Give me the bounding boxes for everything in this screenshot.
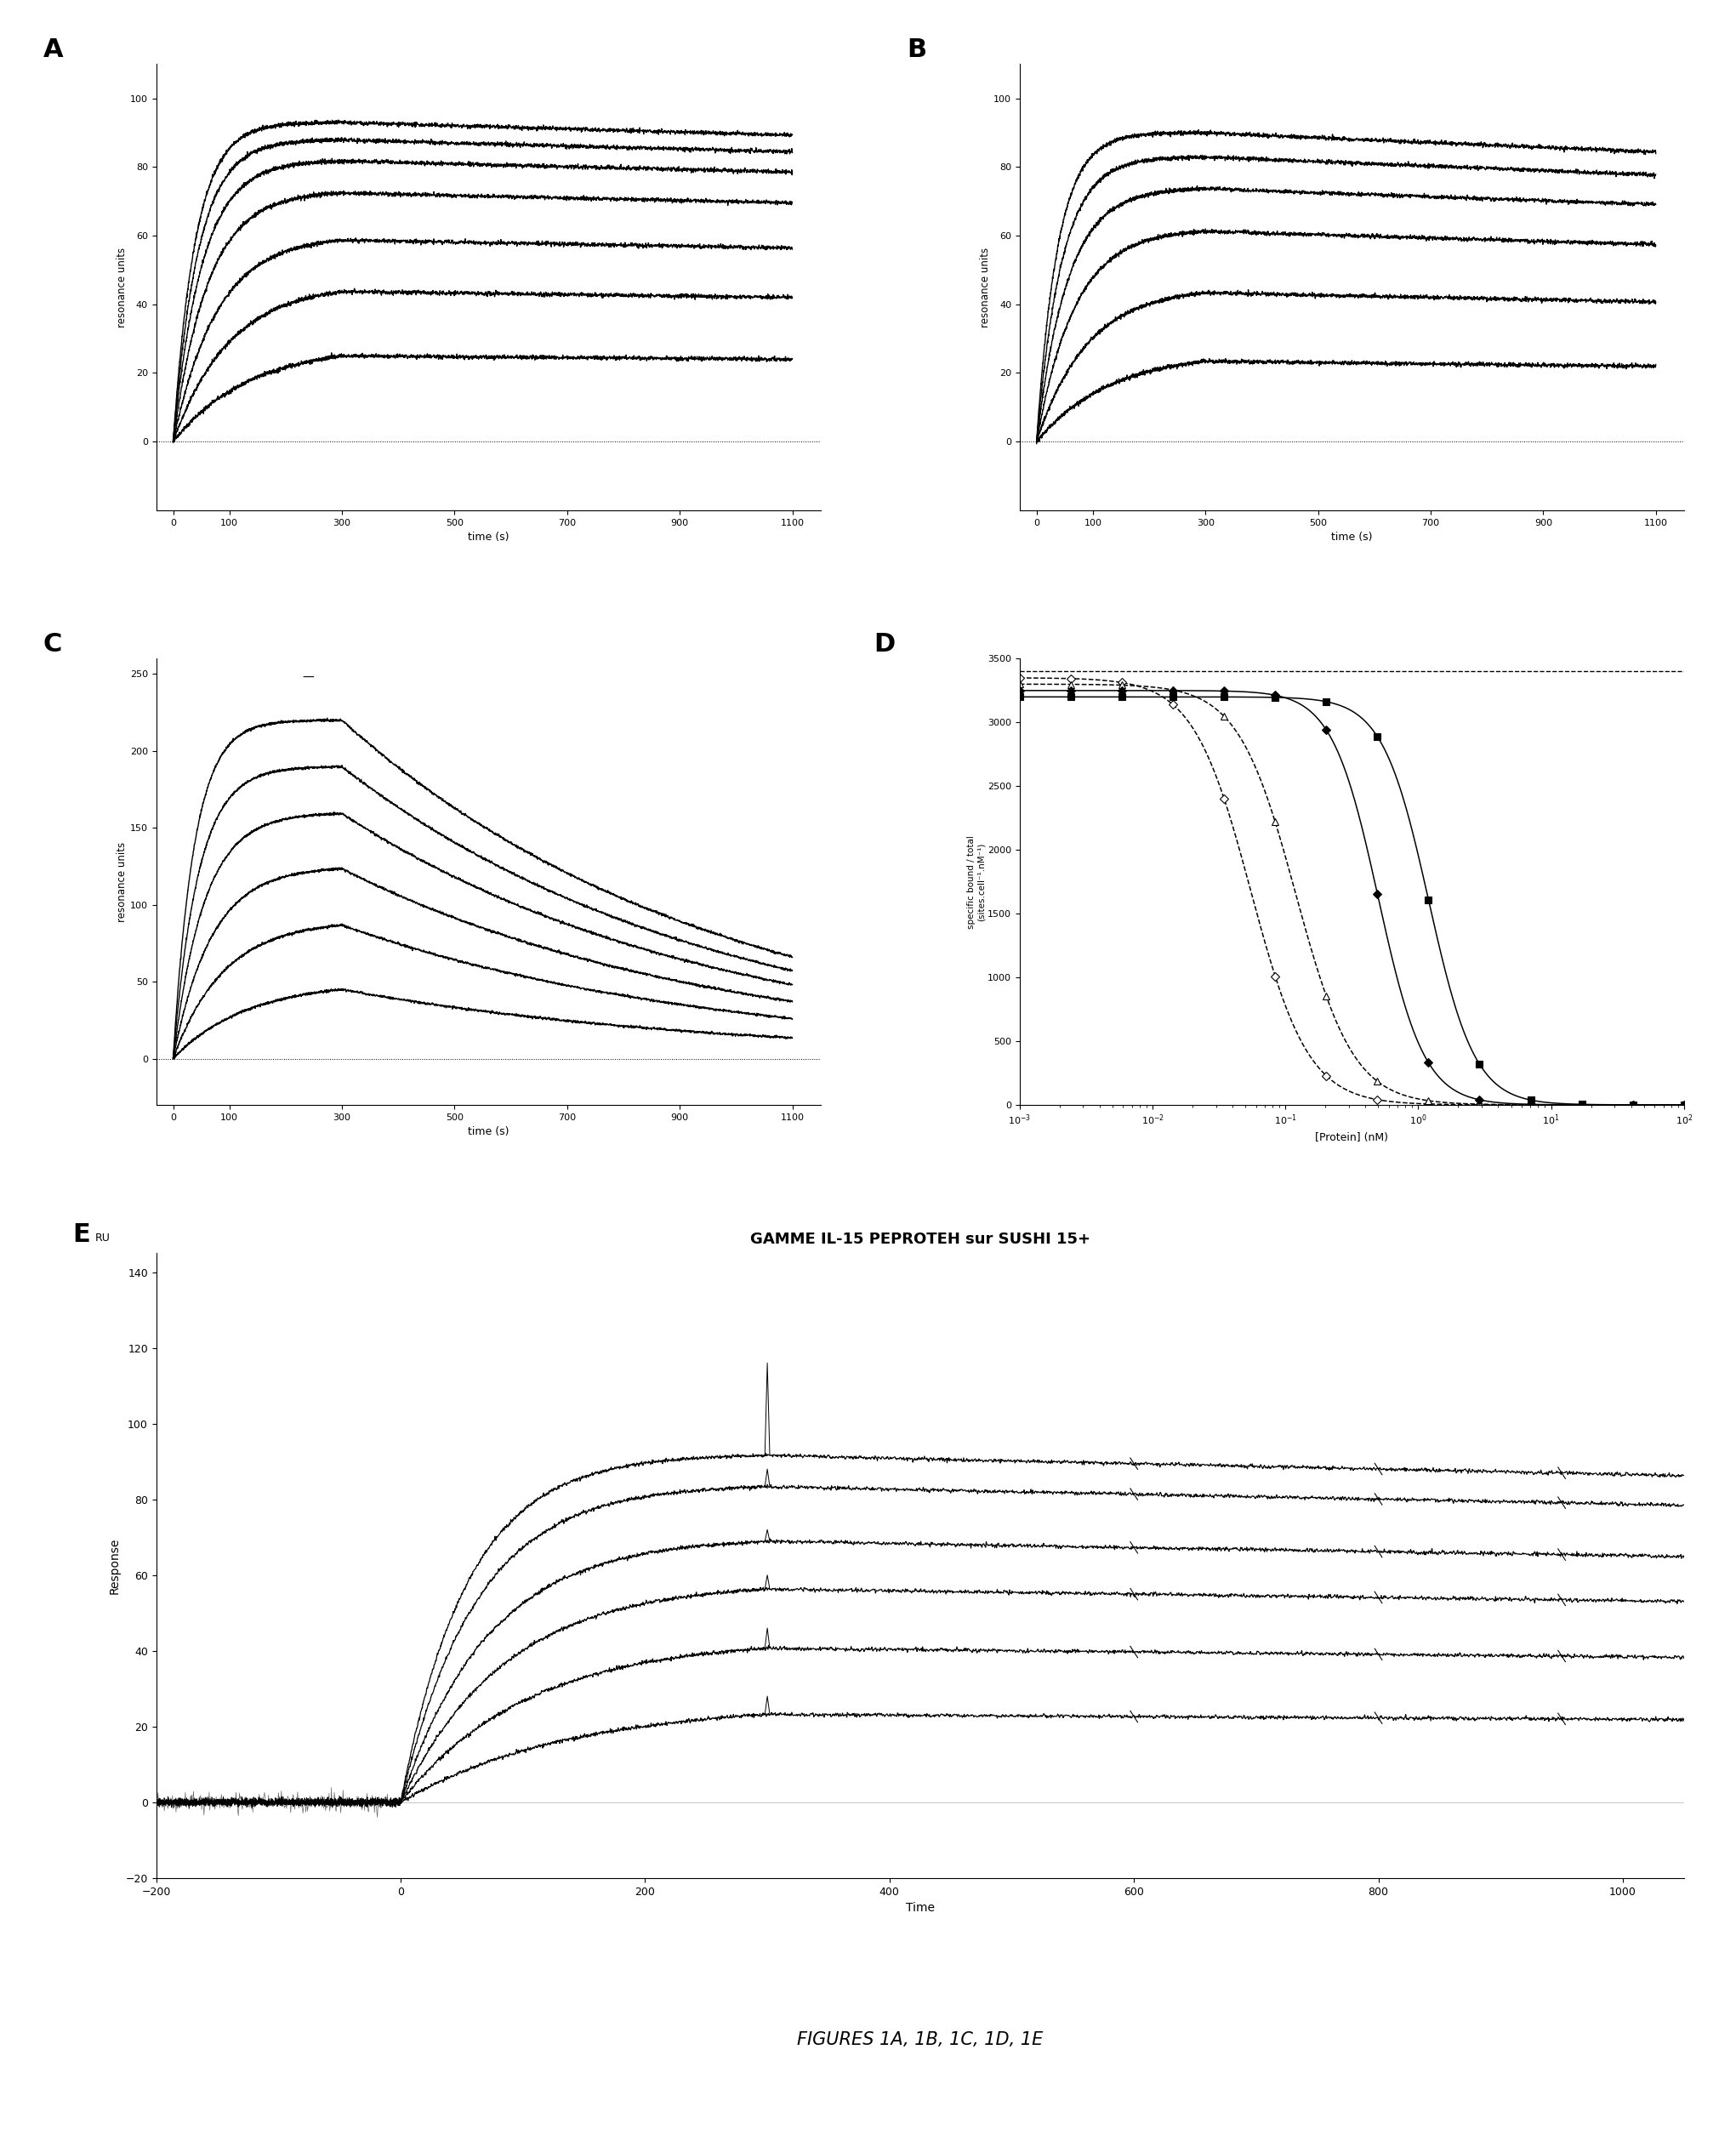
Y-axis label: Response: Response <box>109 1537 122 1595</box>
Text: E: E <box>73 1221 90 1247</box>
X-axis label: time (s): time (s) <box>467 532 509 542</box>
Y-axis label: specific bound / total
(sites.cell⁻¹.nM⁻¹): specific bound / total (sites.cell⁻¹.nM⁻… <box>967 835 984 929</box>
Text: —: — <box>302 673 314 683</box>
X-axis label: Time: Time <box>906 1902 934 1913</box>
X-axis label: [Protein] (nM): [Protein] (nM) <box>1316 1132 1389 1142</box>
Text: RU: RU <box>95 1232 111 1245</box>
Text: FIGURES 1A, 1B, 1C, 1D, 1E: FIGURES 1A, 1B, 1C, 1D, 1E <box>797 2030 1043 2047</box>
Text: A: A <box>43 36 64 62</box>
Text: B: B <box>906 36 927 62</box>
Text: D: D <box>873 632 896 658</box>
X-axis label: time (s): time (s) <box>1332 532 1373 542</box>
X-axis label: time (s): time (s) <box>467 1127 509 1138</box>
Y-axis label: resonance units: resonance units <box>981 248 991 327</box>
Y-axis label: resonance units: resonance units <box>116 248 128 327</box>
Text: C: C <box>43 632 62 658</box>
Title: GAMME IL-15 PEPROTEH sur SUSHI 15+: GAMME IL-15 PEPROTEH sur SUSHI 15+ <box>750 1232 1090 1247</box>
Y-axis label: resonance units: resonance units <box>116 841 128 922</box>
